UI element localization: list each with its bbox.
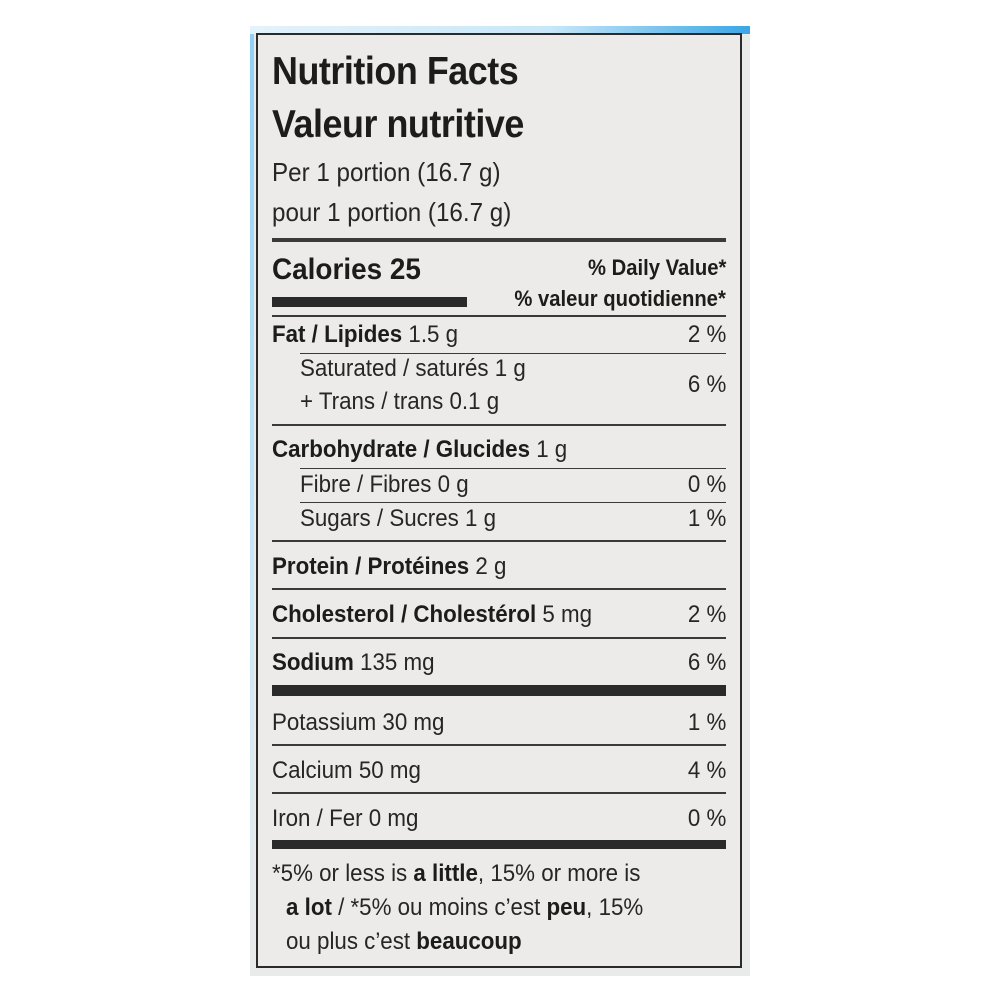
footnote-line-1: *5% or less is a little, 15% or more is: [272, 857, 640, 891]
divider-thick-minerals: [272, 685, 726, 696]
nutrient-carbohydrate: Carbohydrate / Glucides 1 g: [272, 436, 567, 464]
nutrient-fibre-amount: 0 g: [437, 471, 469, 498]
nutrient-sodium-name: Sodium: [272, 649, 354, 676]
nutrient-calcium-dv: 4 %: [687, 757, 726, 784]
nutrient-trans-name: + Trans / trans: [300, 388, 444, 415]
divider-carbohydrate: [300, 468, 726, 469]
nutrient-saturated-amount: 1 g: [494, 355, 526, 382]
nutrient-iron-amount: 0 mg: [368, 805, 419, 832]
nutrient-sugars-amount: 1 g: [465, 505, 497, 532]
nutrient-potassium-dv: 1 %: [687, 709, 726, 736]
nutrient-calcium-name: Calcium: [272, 757, 353, 784]
footnote-line-2: a lot / *5% ou moins c’est peu, 15%: [286, 891, 643, 925]
nutrient-sodium-dv: 6 %: [687, 649, 726, 676]
package-blue-edge: [250, 34, 254, 974]
divider-trans: [272, 424, 726, 426]
nutrient-cholesterol: Cholesterol / Cholestérol 5 mg: [272, 601, 592, 629]
nutrient-trans: + Trans / trans 0.1 g: [300, 388, 499, 416]
footnote-line-1-c: , 15% or more is: [477, 860, 641, 887]
nutrient-sugars-dv: 1 %: [687, 505, 726, 532]
serving-size-english: Per 1 portion (16.7 g): [272, 157, 501, 187]
divider-thick-footnote: [272, 840, 726, 849]
daily-value-header-french: % valeur quotidienne*: [514, 286, 726, 311]
nutrient-iron-name: Iron / Fer: [272, 805, 363, 832]
footnote-line-2-a: a lot: [286, 894, 332, 921]
divider-fat: [300, 353, 726, 354]
footnote-line-3: ou plus c’est beaucoup: [286, 925, 522, 959]
calories-label: Calories: [272, 253, 383, 286]
nutrient-protein-name: Protein / Protéines: [272, 553, 470, 580]
nutrient-potassium: Potassium 30 mg: [272, 709, 444, 737]
nutrient-sodium-amount: 135 mg: [360, 649, 435, 676]
title-french: Valeur nutritive: [272, 103, 524, 146]
nutrition-facts-panel: Nutrition Facts Valeur nutritive Per 1 p…: [256, 33, 742, 968]
nutrient-fibre-dv: 0 %: [687, 471, 726, 498]
nutrient-fibre-name: Fibre / Fibres: [300, 471, 432, 498]
nutrient-fibre: Fibre / Fibres 0 g: [300, 471, 469, 499]
calories-value: 25: [389, 253, 421, 286]
nutrient-iron: Iron / Fer 0 mg: [272, 805, 418, 833]
nutrient-carbohydrate-amount: 1 g: [536, 436, 568, 463]
footnote-line-2-c: peu: [546, 894, 587, 921]
title-english: Nutrition Facts: [272, 50, 519, 93]
nutrient-calcium: Calcium 50 mg: [272, 757, 421, 785]
divider-header: [272, 315, 726, 317]
footnote-line-2-d: , 15%: [586, 894, 644, 921]
daily-value-header-english: % Daily Value*: [587, 255, 726, 280]
footnote-line-1-b: a little: [413, 860, 478, 887]
nutrient-carbohydrate-name: Carbohydrate / Glucides: [272, 436, 530, 463]
footnote-line-3-b: beaucoup: [416, 928, 522, 955]
nutrient-cholesterol-dv: 2 %: [687, 601, 726, 628]
nutrition-facts-content: Nutrition Facts Valeur nutritive Per 1 p…: [272, 35, 726, 966]
nutrient-sugars: Sugars / Sucres 1 g: [300, 505, 496, 533]
nutrient-cholesterol-amount: 5 mg: [542, 601, 593, 628]
nutrient-fat-amount: 1.5 g: [408, 321, 459, 348]
nutrient-protein: Protein / Protéines 2 g: [272, 553, 506, 581]
nutrient-potassium-amount: 30 mg: [382, 709, 445, 736]
nutrient-protein-amount: 2 g: [475, 553, 507, 580]
nutrient-sugars-name: Sugars / Sucres: [300, 505, 459, 532]
nutrient-iron-dv: 0 %: [687, 805, 726, 832]
nutrient-fat-name: Fat / Lipides: [272, 321, 403, 348]
divider-potassium: [272, 744, 726, 746]
footnote-line-3-a: ou plus c’est: [286, 928, 417, 955]
nutrient-fat-dv: 2 %: [687, 321, 726, 348]
footnote-line-2-b: / *5% ou moins c’est: [331, 894, 547, 921]
divider-calcium: [272, 792, 726, 794]
nutrient-sodium: Sodium 135 mg: [272, 649, 435, 677]
nutrient-trans-amount: 0.1 g: [449, 388, 500, 415]
divider-serving: [272, 238, 726, 242]
nutrient-fat: Fat / Lipides 1.5 g: [272, 321, 458, 349]
divider-fibre: [300, 502, 726, 503]
nutrient-sat-trans-dv: 6 %: [687, 371, 726, 398]
calories-bar: [272, 297, 467, 307]
nutrient-calcium-amount: 50 mg: [358, 757, 421, 784]
nutrient-saturated: Saturated / saturés 1 g: [300, 355, 526, 383]
nutrient-cholesterol-name: Cholesterol / Cholestérol: [272, 601, 537, 628]
package-blue-strip: [250, 26, 750, 34]
divider-protein: [272, 588, 726, 590]
nutrient-saturated-name: Saturated / saturés: [300, 355, 489, 382]
nutrient-potassium-name: Potassium: [272, 709, 377, 736]
calories-row: Calories 25: [272, 253, 421, 287]
footnote-line-1-a: *5% or less is: [272, 860, 414, 887]
divider-cholesterol: [272, 637, 726, 639]
divider-sugars: [272, 540, 726, 542]
serving-size-french: pour 1 portion (16.7 g): [272, 197, 512, 227]
